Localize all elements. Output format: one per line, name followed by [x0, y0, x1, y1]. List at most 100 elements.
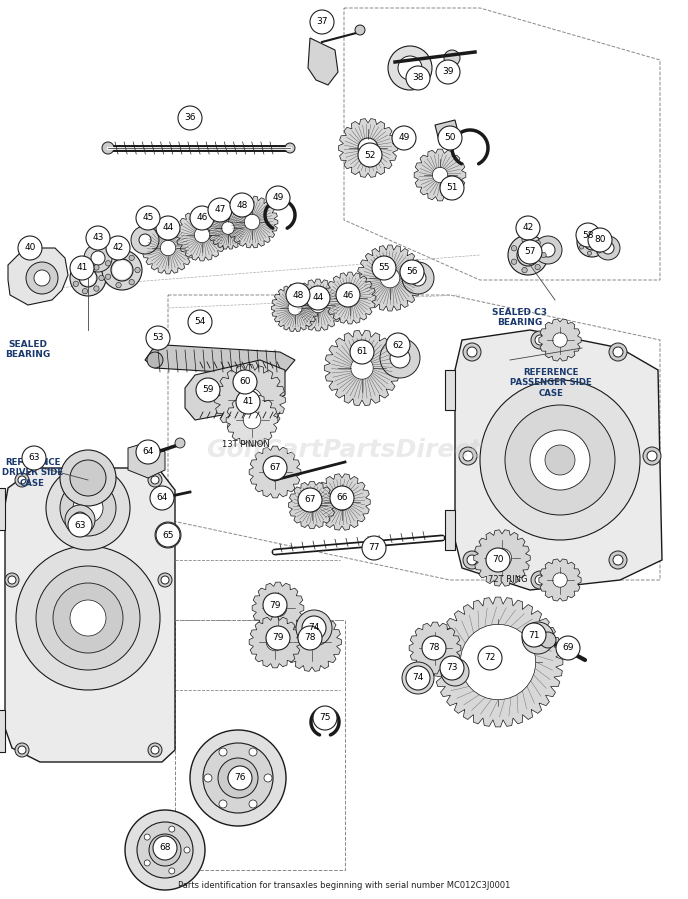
Circle shape — [79, 269, 97, 287]
Circle shape — [73, 281, 78, 287]
Polygon shape — [455, 330, 662, 590]
Circle shape — [552, 573, 567, 587]
Circle shape — [313, 706, 337, 730]
Circle shape — [355, 25, 365, 35]
Circle shape — [60, 480, 116, 536]
Circle shape — [429, 641, 442, 654]
Circle shape — [305, 619, 323, 637]
Circle shape — [541, 243, 555, 257]
Text: 62: 62 — [392, 341, 404, 350]
Polygon shape — [409, 622, 461, 674]
Circle shape — [136, 206, 160, 230]
Polygon shape — [414, 149, 466, 200]
Text: 64: 64 — [142, 448, 153, 457]
Circle shape — [151, 476, 159, 484]
Polygon shape — [338, 119, 398, 177]
Text: 40: 40 — [24, 244, 36, 253]
Text: 42: 42 — [112, 244, 124, 253]
Circle shape — [330, 486, 354, 510]
Text: 36: 36 — [184, 113, 196, 122]
Circle shape — [530, 630, 546, 646]
Circle shape — [94, 286, 99, 291]
Text: 80: 80 — [594, 236, 605, 245]
Text: 76: 76 — [234, 773, 246, 782]
Circle shape — [410, 670, 426, 686]
Circle shape — [511, 259, 517, 264]
Circle shape — [467, 347, 477, 357]
Circle shape — [178, 106, 202, 130]
Circle shape — [535, 335, 545, 345]
Circle shape — [285, 143, 295, 153]
Circle shape — [136, 440, 160, 464]
Circle shape — [535, 264, 540, 270]
Circle shape — [161, 576, 169, 584]
Polygon shape — [207, 207, 249, 249]
Polygon shape — [324, 272, 376, 324]
Circle shape — [102, 250, 142, 290]
Circle shape — [73, 270, 78, 275]
Polygon shape — [128, 442, 165, 478]
Circle shape — [508, 235, 548, 275]
Circle shape — [196, 378, 220, 402]
Text: 45: 45 — [142, 213, 153, 222]
Circle shape — [158, 573, 172, 587]
Polygon shape — [292, 279, 344, 331]
Polygon shape — [5, 468, 175, 762]
Text: 74: 74 — [412, 673, 424, 682]
Circle shape — [137, 822, 193, 878]
Circle shape — [310, 298, 325, 313]
Text: Parts identification for transaxles beginning with serial number MC012C3J0001: Parts identification for transaxles begi… — [178, 881, 510, 890]
Circle shape — [156, 523, 180, 547]
Circle shape — [535, 575, 545, 585]
Circle shape — [334, 494, 350, 511]
Text: 74: 74 — [308, 624, 320, 633]
Circle shape — [131, 226, 159, 254]
Circle shape — [18, 476, 26, 484]
Circle shape — [480, 380, 640, 540]
Text: 49: 49 — [398, 133, 409, 143]
Circle shape — [169, 826, 175, 832]
Circle shape — [129, 280, 134, 285]
Circle shape — [585, 236, 599, 249]
Circle shape — [531, 331, 549, 349]
Circle shape — [522, 267, 527, 272]
Polygon shape — [445, 370, 455, 410]
Text: 67: 67 — [269, 464, 281, 473]
Circle shape — [302, 616, 326, 640]
Circle shape — [463, 551, 481, 569]
Circle shape — [144, 860, 150, 866]
Circle shape — [102, 142, 114, 154]
Circle shape — [188, 310, 212, 334]
Text: 71: 71 — [528, 630, 540, 639]
Text: 57: 57 — [524, 247, 536, 256]
Circle shape — [73, 493, 103, 523]
Circle shape — [105, 274, 111, 280]
Circle shape — [545, 445, 575, 475]
Text: 68: 68 — [159, 843, 171, 852]
Circle shape — [522, 237, 527, 243]
Text: 41: 41 — [242, 397, 254, 406]
Circle shape — [444, 50, 460, 66]
Circle shape — [228, 768, 248, 788]
Polygon shape — [283, 612, 341, 672]
Circle shape — [402, 262, 434, 294]
Circle shape — [440, 176, 464, 200]
Polygon shape — [0, 710, 5, 752]
Circle shape — [16, 546, 160, 690]
Circle shape — [422, 636, 446, 660]
Circle shape — [144, 834, 150, 840]
Circle shape — [5, 573, 19, 587]
Circle shape — [467, 555, 477, 565]
Polygon shape — [539, 559, 581, 601]
Text: 63: 63 — [28, 453, 40, 462]
Polygon shape — [435, 120, 460, 145]
Text: 50: 50 — [444, 133, 455, 143]
Text: 46: 46 — [343, 290, 354, 299]
Circle shape — [406, 66, 430, 90]
Polygon shape — [357, 245, 423, 311]
Circle shape — [577, 227, 607, 257]
Circle shape — [243, 411, 261, 429]
Circle shape — [534, 236, 562, 264]
Circle shape — [531, 571, 549, 589]
Polygon shape — [249, 616, 301, 668]
